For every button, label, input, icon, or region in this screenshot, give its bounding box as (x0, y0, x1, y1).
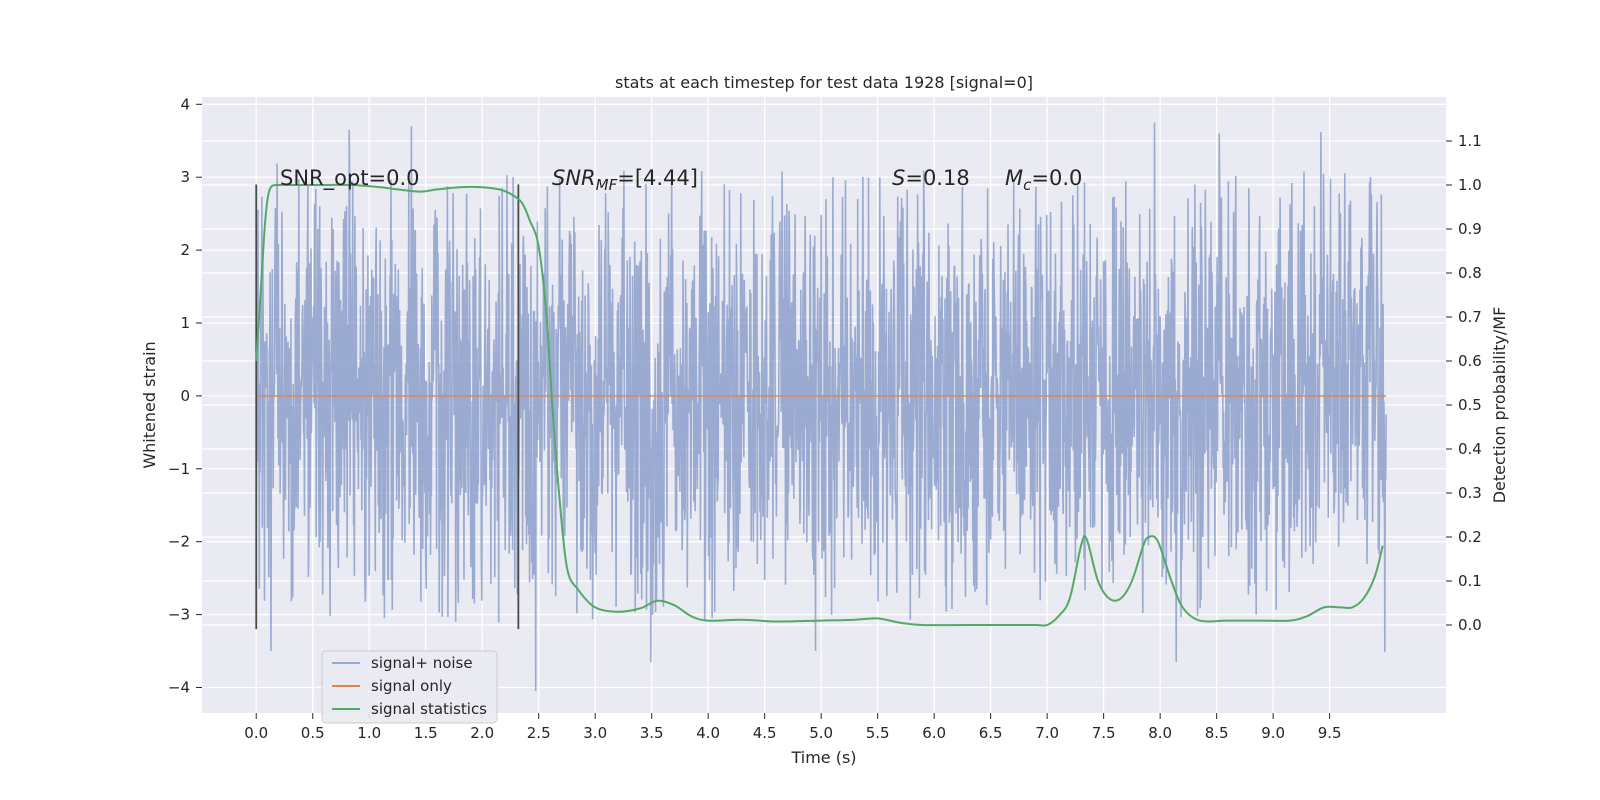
x-tick-label: 2.5 (527, 724, 551, 742)
x-tick-label: 8.5 (1205, 724, 1229, 742)
y-right-tick-label: 0.9 (1458, 220, 1482, 238)
x-tick-label: 3.0 (583, 724, 607, 742)
y-tick-label: 4 (180, 95, 190, 113)
x-tick-label: 3.5 (640, 724, 664, 742)
annotation-mc-base: M (1005, 166, 1023, 190)
annotation-mc-sub: c (1023, 176, 1032, 194)
y-tick-label: 3 (180, 168, 190, 186)
y-axis-right-title: Detection probability/MF (1490, 307, 1509, 504)
y-right-tick-label: 0.4 (1458, 440, 1482, 458)
x-tick-label: 9.5 (1318, 724, 1342, 742)
legend-label-signal-noise: signal+ noise (371, 654, 473, 672)
annotation-s-value: =0.18 (905, 166, 969, 190)
legend-box (321, 650, 498, 724)
y-tick-label: −2 (168, 533, 190, 551)
x-tick-label: 1.5 (414, 724, 438, 742)
y-right-tick-label: 0.2 (1458, 528, 1482, 546)
y-right-tick-label: 0.3 (1458, 484, 1482, 502)
annotation-snr-mf-sub: MF (596, 176, 618, 194)
x-tick-label: 5.5 (866, 724, 890, 742)
x-axis-title: Time (s) (790, 748, 856, 767)
x-tick-label: 4.5 (753, 724, 777, 742)
x-axis-ticks: 0.0 0.5 1.0 1.5 2.0 2.5 3.0 3.5 4.0 4.5 5.0 5.5 6.0 6… (244, 713, 1342, 742)
x-tick-label: 0.5 (301, 724, 325, 742)
y-right-tick-label: 0.1 (1458, 572, 1482, 590)
x-tick-label: 6.0 (922, 724, 946, 742)
y-right-tick-label: 0.5 (1458, 396, 1482, 414)
x-tick-label: 1.0 (357, 724, 381, 742)
chart-title: stats at each timestep for test data 192… (615, 73, 1033, 92)
x-tick-label: 7.0 (1035, 724, 1059, 742)
annotation-snr-mf-value: =[4.44] (617, 166, 698, 190)
x-tick-label: 6.5 (979, 724, 1003, 742)
annotation-mc-value: =0.0 (1031, 166, 1082, 190)
legend: signal+ noise signal only signal statist… (321, 650, 498, 724)
legend-label-signal-statistics: signal statistics (371, 700, 487, 718)
annotation-snr-mf-base: SNR (552, 166, 596, 190)
y-tick-label: −3 (168, 606, 190, 624)
y-right-tick-label: 0.6 (1458, 352, 1482, 370)
x-tick-label: 5.0 (809, 724, 833, 742)
x-tick-label: 4.0 (696, 724, 720, 742)
y-right-tick-label: 0.0 (1458, 616, 1482, 634)
x-tick-label: 2.0 (470, 724, 494, 742)
annotation-s: S=0.18 (892, 166, 970, 190)
y-axis-right-ticks: 1.1 1.0 0.9 0.8 0.7 0.6 0.5 0.4 0.3 0.2 0.1 0.0 (1446, 132, 1482, 634)
x-tick-label: 9.0 (1261, 724, 1285, 742)
y-axis-ticks: 4 3 2 1 0 −1 −2 −3 −4 (168, 95, 202, 696)
series-signal-statistics-line (255, 183, 1384, 627)
x-tick-label: 8.0 (1148, 724, 1172, 742)
y-right-tick-label: 0.8 (1458, 264, 1482, 282)
annotation-mc: Mc=0.0 (1005, 166, 1082, 194)
y-right-tick-label: 1.0 (1458, 176, 1482, 194)
series-signal-noise-line (255, 122, 1387, 692)
y-tick-label: −1 (168, 460, 190, 478)
y-tick-label: 1 (180, 314, 190, 332)
x-tick-label: 0.0 (244, 724, 268, 742)
y-tick-label: 2 (180, 241, 190, 259)
y-tick-label: −4 (168, 678, 190, 696)
x-tick-label: 7.5 (1092, 724, 1116, 742)
y-axis-title: Whitened strain (140, 341, 159, 468)
y-right-tick-label: 0.7 (1458, 308, 1482, 326)
legend-label-signal-only: signal only (371, 677, 452, 695)
annotation-snr-mf: SNRMF=[4.44] (552, 166, 698, 194)
annotation-s-base: S (892, 166, 905, 190)
annotation-snr-opt: SNR_opt=0.0 (280, 166, 420, 191)
y-right-tick-label: 1.1 (1458, 132, 1482, 150)
y-tick-label: 0 (180, 387, 190, 405)
